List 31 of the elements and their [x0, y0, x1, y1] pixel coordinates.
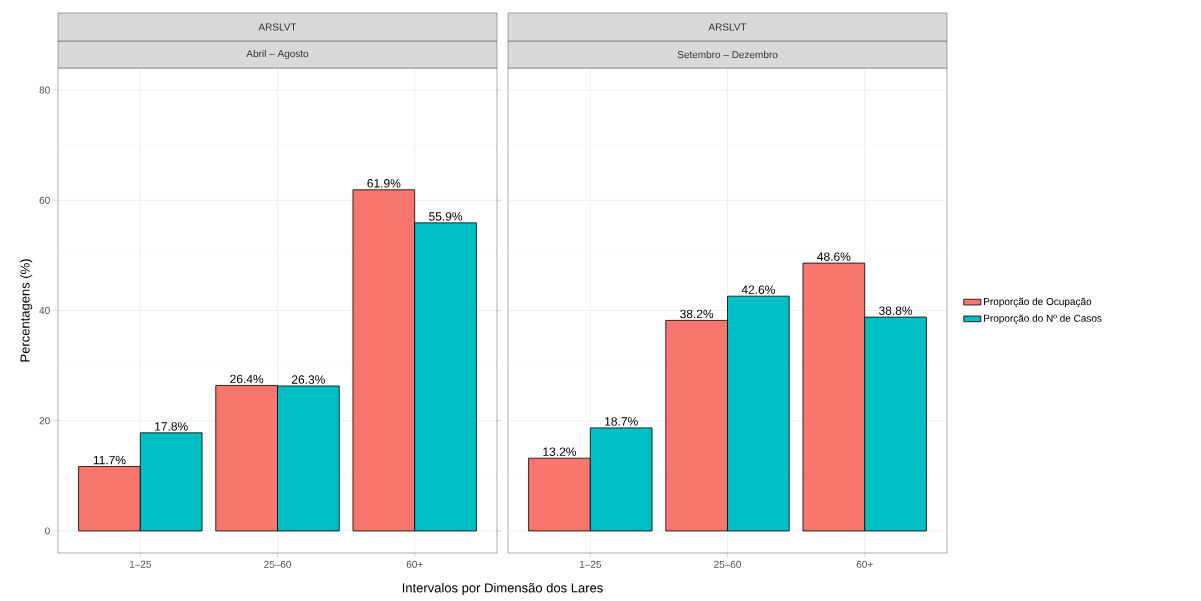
data-label: 38.8%: [879, 306, 913, 315]
y-tick-label: 0: [45, 527, 50, 535]
chart-title: ARSLVT: [258, 23, 297, 31]
chart-title: ARSLVT: [708, 23, 747, 31]
data-label: 17.8%: [155, 422, 188, 431]
chart-subtitle: Abril – Agosto: [246, 49, 309, 60]
data-label: 13.2%: [543, 447, 577, 456]
data-label: 55.9%: [429, 212, 463, 221]
y-tick-label: 40: [39, 306, 50, 315]
data-label: 11.7%: [93, 455, 126, 465]
data-label: 26.3%: [291, 375, 325, 384]
data-label: 18.7%: [605, 417, 638, 426]
y-tick-label: 60: [39, 196, 50, 204]
x-tick-label: 25–60: [714, 560, 742, 568]
legend-label: Proporção do Nº de Casos: [984, 314, 1102, 324]
x-tick-label: 60+: [406, 560, 423, 568]
data-label: 48.6%: [817, 252, 851, 261]
x-tick-label: 60+: [856, 560, 873, 568]
data-label: 26.4%: [230, 374, 264, 384]
data-label: 38.2%: [680, 309, 714, 319]
data-label: 42.6%: [741, 285, 775, 294]
y-tick-label: 80: [39, 86, 50, 94]
x-axis-title: Intervalos por Dimensão dos Lares: [402, 582, 603, 596]
chart-subtitle: Setembro – Dezembro: [677, 50, 778, 59]
x-tick-label: 1–25: [579, 560, 602, 568]
data-label: 61.9%: [367, 179, 401, 188]
legend-label: Proporção de Ocupação: [984, 297, 1092, 308]
y-axis-title: Percentagens (%): [20, 259, 33, 362]
x-tick-label: 1–25: [129, 560, 152, 568]
y-tick-label: 20: [39, 417, 50, 425]
x-tick-label: 25–60: [264, 560, 292, 568]
